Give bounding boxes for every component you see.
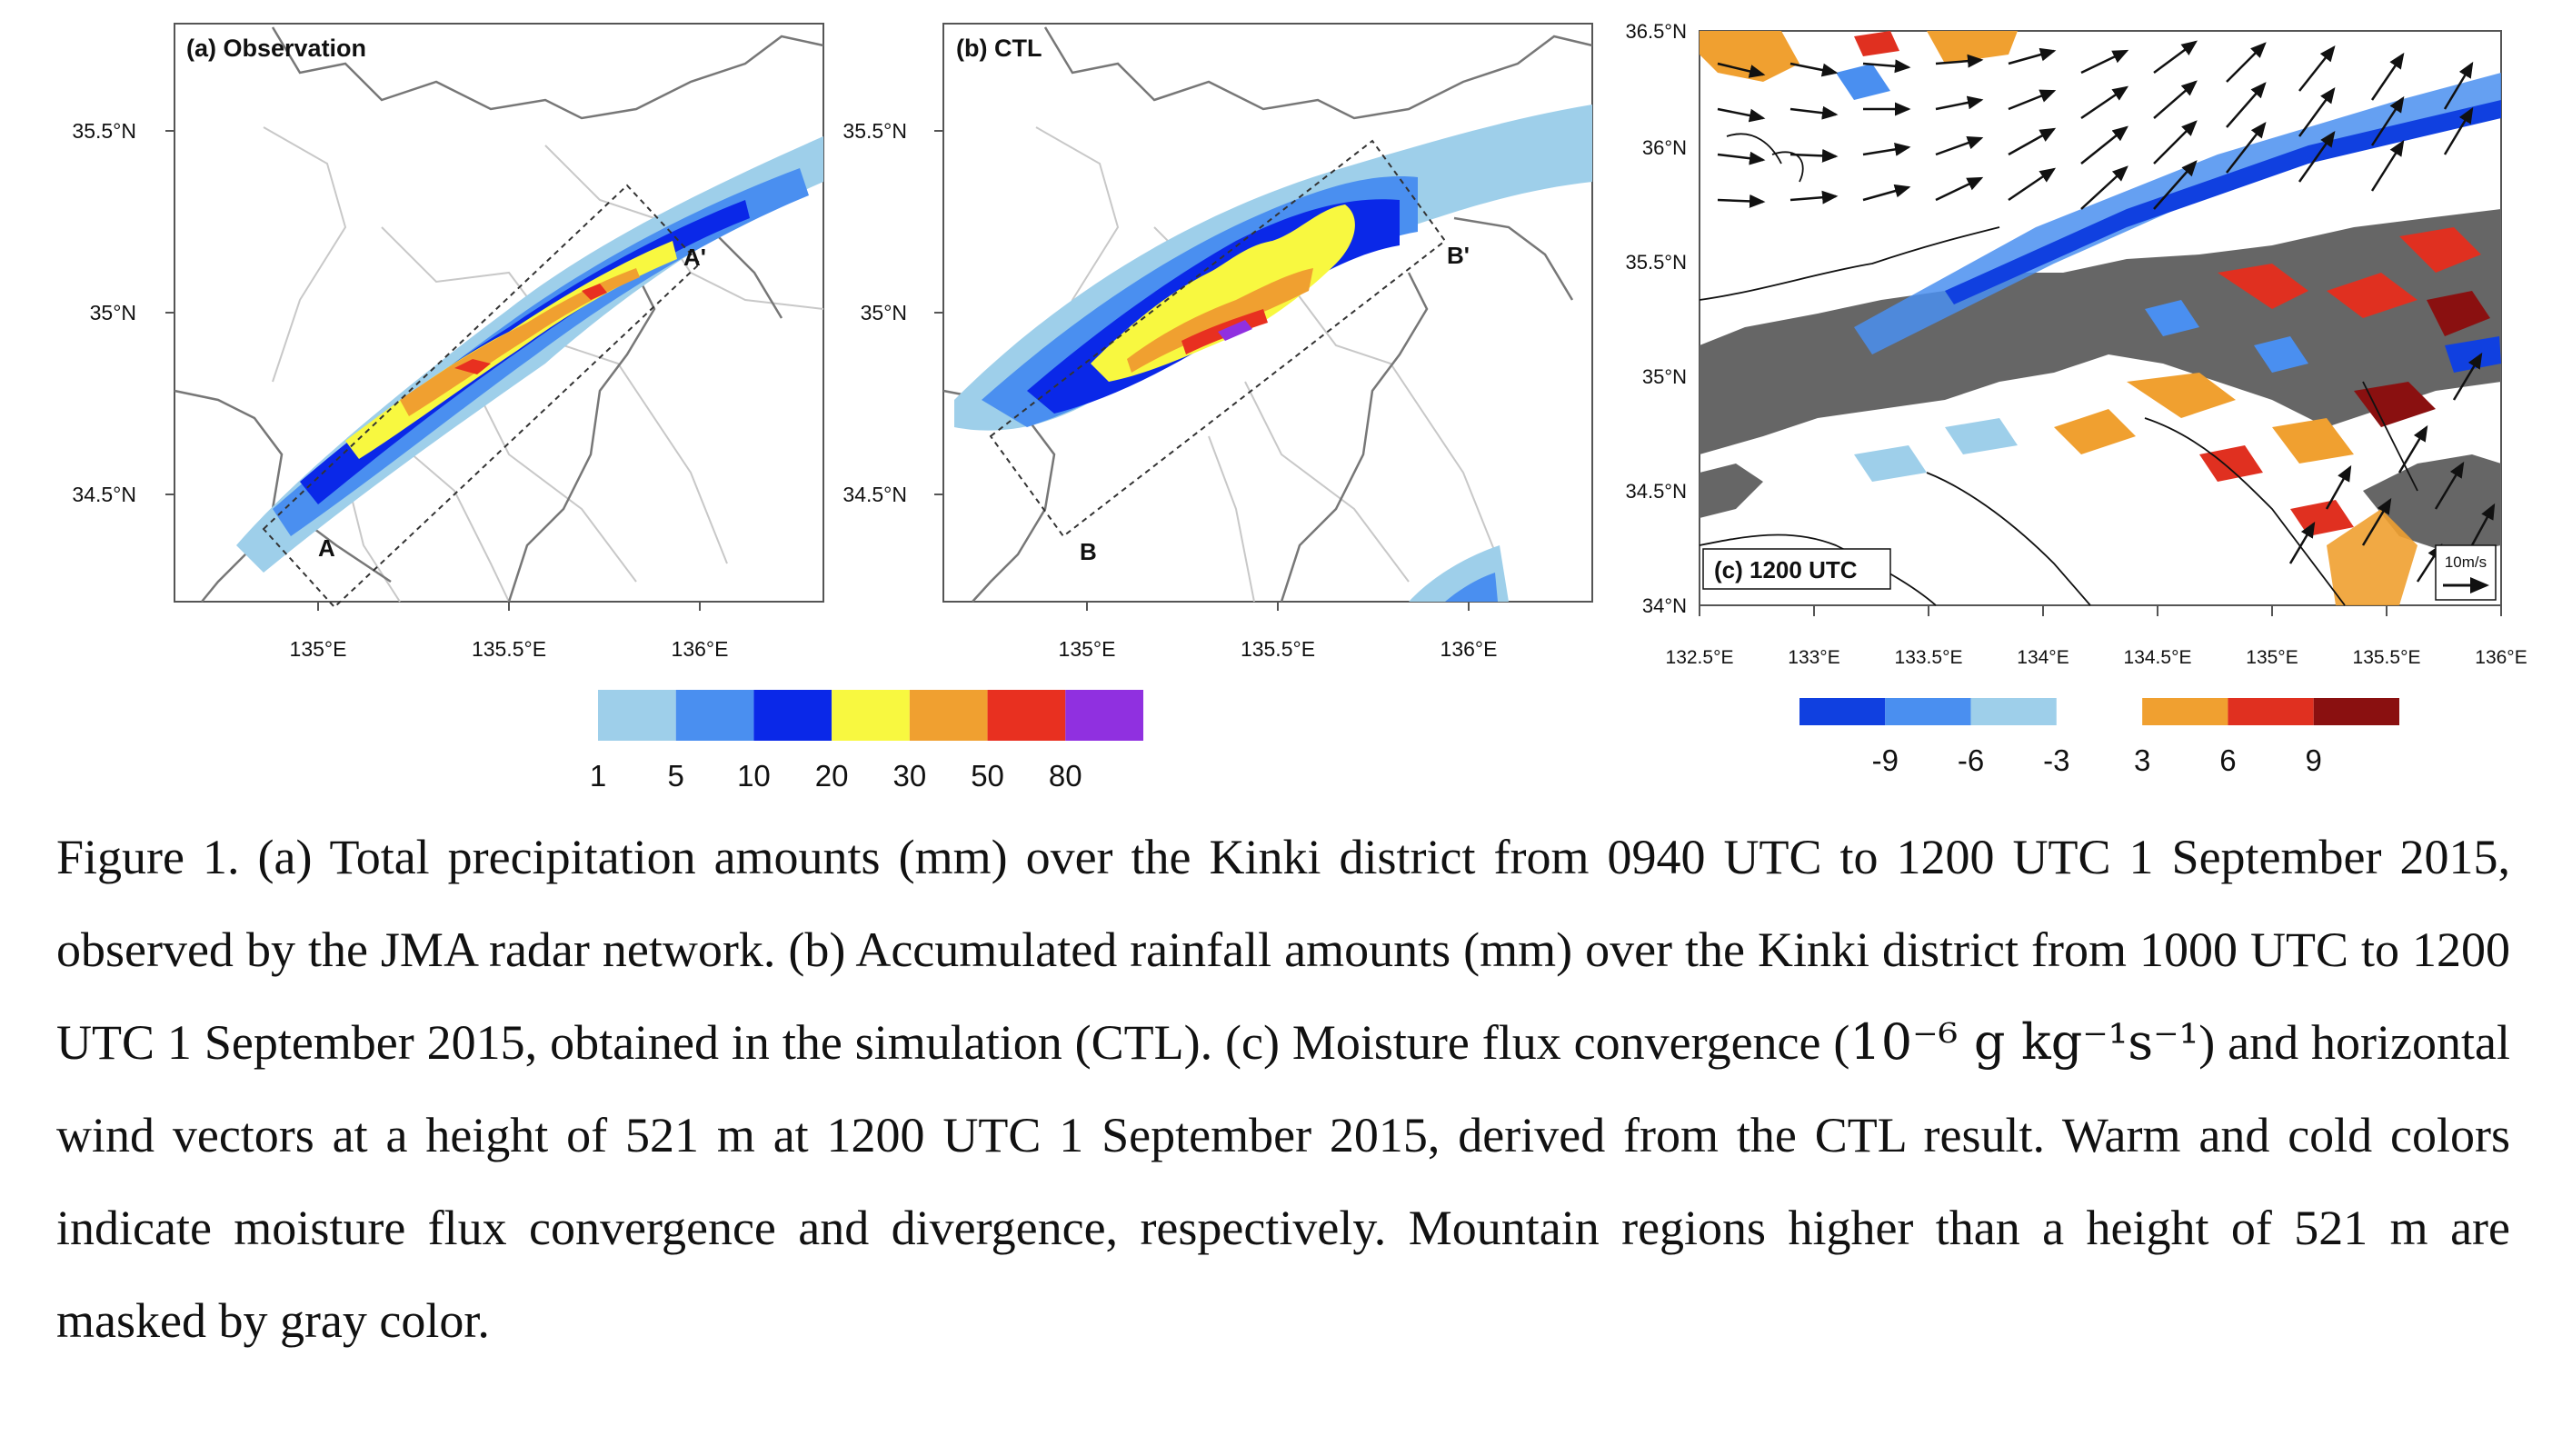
panel-b-marker-b-prime: B' [1447, 242, 1470, 269]
panel-b: (b) CTL B B' 35.5°N 35°N 34.5°N 135°E 13… [842, 23, 1593, 661]
colorbar-precip: 1 5 10 20 30 50 80 [590, 690, 1143, 793]
colorbar-flux-swatch [2313, 698, 2399, 725]
colorbar-flux-label: -6 [1958, 743, 1984, 777]
panel-c-xtick-3: 133.5°E [1895, 647, 1963, 668]
panel-b-marker-b: B [1080, 538, 1097, 565]
panel-b-coastline [942, 26, 1593, 603]
panel-c-xtick-6: 135°E [2246, 647, 2298, 668]
panel-c-ytick-5: 34.5°N [1625, 480, 1687, 503]
colorbar-flux: -9 -6 -3 3 6 9 [1799, 698, 2399, 777]
panel-c-ytick-4: 35°N [1642, 365, 1687, 388]
panel-a-ytick-3: 34.5°N [72, 483, 136, 506]
panel-b-ytick-2: 35°N [861, 301, 907, 324]
colorbar-flux-label: -9 [1872, 743, 1899, 777]
colorbar-flux-swatch [2142, 698, 2228, 725]
colorbar-precip-label: 1 [590, 759, 606, 793]
panel-a-precip-band [236, 136, 823, 573]
panel-c-ref-vector-label: 10m/s [2445, 553, 2487, 571]
colorbar-precip-label: 80 [1049, 759, 1082, 793]
panel-c-label: (c) 1200 UTC [1714, 556, 1858, 583]
panel-b-ytick-1: 35.5°N [842, 119, 907, 143]
panel-b-xtick-2: 135.5°E [1241, 637, 1315, 661]
panel-c-xtick-7: 135.5°E [2353, 647, 2421, 668]
colorbar-flux-swatch [1799, 698, 1886, 725]
panel-c-ytick-1: 36.5°N [1625, 20, 1687, 43]
panel-b-xtick-3: 136°E [1441, 637, 1498, 661]
figure: (a) Observation A A' 35.5°N 35°N 34.5°N … [72, 20, 2527, 793]
colorbar-flux-label: 6 [2219, 743, 2236, 777]
colorbar-precip-swatch [598, 690, 676, 741]
caption-part-2: ) and horizontal wind vectors at a heigh… [56, 1015, 2510, 1348]
figure-caption: Figure 1. (a) Total precipitation amount… [56, 811, 2510, 1367]
panel-a-label: (a) Observation [186, 35, 366, 62]
panel-a-ytick-1: 35.5°N [72, 119, 136, 143]
colorbar-precip-label: 10 [737, 759, 771, 793]
panel-b-precip-band [954, 105, 1592, 602]
panel-a-ytick-2: 35°N [90, 301, 136, 324]
panel-a-xtick-3: 136°E [672, 637, 729, 661]
colorbar-flux-swatch [1885, 698, 1971, 725]
colorbar-flux-label: 3 [2134, 743, 2150, 777]
panel-a-coastline [174, 26, 824, 603]
caption-unit: 10⁻⁶ g kg⁻¹s⁻¹ [1849, 1013, 2199, 1071]
colorbar-precip-label: 50 [971, 759, 1004, 793]
panel-b-ytick-3: 34.5°N [842, 483, 907, 506]
colorbar-flux-label: -3 [2043, 743, 2069, 777]
panel-c-ytick-6: 34°N [1642, 594, 1687, 617]
panel-b-label: (b) CTL [956, 35, 1042, 62]
panel-c: (c) 1200 UTC 10m/s 36.5°N 36°N 35.5°N 35… [1625, 20, 2527, 668]
panel-c-coastline [1699, 133, 2418, 606]
panel-a-xtick-2: 135.5°E [472, 637, 546, 661]
panel-a-xtick-1: 135°E [290, 637, 347, 661]
colorbar-precip-swatch [675, 690, 754, 741]
panel-a-marker-a-prime: A' [683, 244, 706, 271]
panel-c-xtick-4: 134°E [2017, 647, 2069, 668]
panel-b-box [989, 139, 1447, 538]
colorbar-precip-label: 5 [668, 759, 684, 793]
colorbar-precip-swatch [1065, 690, 1143, 741]
colorbar-flux-swatch [1970, 698, 2057, 725]
caption-part-1: Figure 1. (a) Total precipitation amount… [56, 830, 2510, 1070]
panel-c-ytick-3: 35.5°N [1625, 251, 1687, 274]
panel-c-ytick-2: 36°N [1642, 136, 1687, 159]
colorbar-precip-label: 20 [815, 759, 849, 793]
panel-c-ref-vector: 10m/s [2435, 544, 2497, 601]
colorbar-precip-swatch [832, 690, 910, 741]
colorbar-precip-swatch [753, 690, 832, 741]
panel-c-xtick-1: 132.5°E [1666, 647, 1734, 668]
colorbar-precip-swatch [909, 690, 988, 741]
colorbar-precip-swatch [987, 690, 1066, 741]
colorbar-flux-swatch [2228, 698, 2314, 725]
colorbar-precip-label: 30 [892, 759, 926, 793]
panel-b-xtick-1: 135°E [1059, 637, 1116, 661]
panel-c-flux-field [1700, 31, 2501, 605]
panel-c-wind-vectors [1717, 40, 2496, 583]
panel-a-box [262, 184, 702, 609]
panel-c-xtick-2: 133°E [1788, 647, 1839, 668]
panel-a: (a) Observation A A' 35.5°N 35°N 34.5°N … [72, 23, 824, 661]
colorbar-flux-swatch [2056, 698, 2143, 725]
panel-c-xtick-8: 136°E [2475, 647, 2527, 668]
colorbar-flux-label: 9 [2306, 743, 2322, 777]
panel-a-marker-a: A [318, 534, 335, 562]
panel-c-xtick-5: 134.5°E [2124, 647, 2192, 668]
